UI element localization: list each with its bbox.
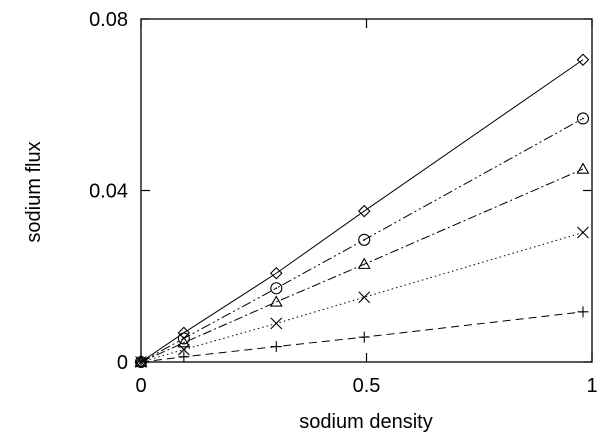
series-1-point-2 [270,282,283,295]
series-3-point-3 [358,291,371,304]
y-tick-label-2: 0.08 [89,9,128,31]
series-4-point-1 [178,351,190,363]
series-4-point-3 [358,331,370,343]
series-1-point-2-dot [275,287,278,290]
series-4-point-2 [270,341,282,353]
series-1-point-4-ring [576,112,590,125]
y-axis-label: sodium flux [23,141,45,242]
series-3-point-2 [270,317,283,330]
series-1-point-3 [358,233,371,246]
series-0-point-2 [270,266,283,280]
x-tick-label-1: 0.5 [353,375,381,397]
series-3-line [140,232,584,363]
ticks-layer [140,18,593,363]
y-tick-label-0: 0 [117,352,128,374]
series-1-point-1-ring [177,332,190,345]
tick-labels-layer: 0 0.5 1 0 0.04 0.08 [89,9,597,397]
series-2-point-2 [269,295,283,307]
x-tick-label-0: 0 [135,375,146,397]
series-2-line [140,168,584,363]
series-0-line [140,59,584,363]
series-4-point-4 [577,306,589,318]
y-tick-label-1: 0.04 [89,181,128,203]
series-0-point-3 [357,204,371,218]
series-1-point-4 [576,112,590,125]
series-2-point-3 [357,257,371,269]
series-2-point-4 [576,162,590,174]
x-tick-label-2: 1 [586,375,597,397]
series-1-point-3-ring [358,233,371,246]
series-1-point-4-dot [582,117,584,120]
series-0-point-4 [576,53,590,67]
plot-frame [140,18,593,363]
x-axis-label: sodium density [299,411,432,433]
series-1-point-2-ring [270,282,283,295]
series-3-point-4 [577,226,589,239]
series-2-point-1 [177,336,191,348]
series-3-point-1 [177,343,190,356]
series-1-point-3-dot [363,238,366,241]
series-1-line [140,118,584,363]
series-layer [134,53,590,369]
